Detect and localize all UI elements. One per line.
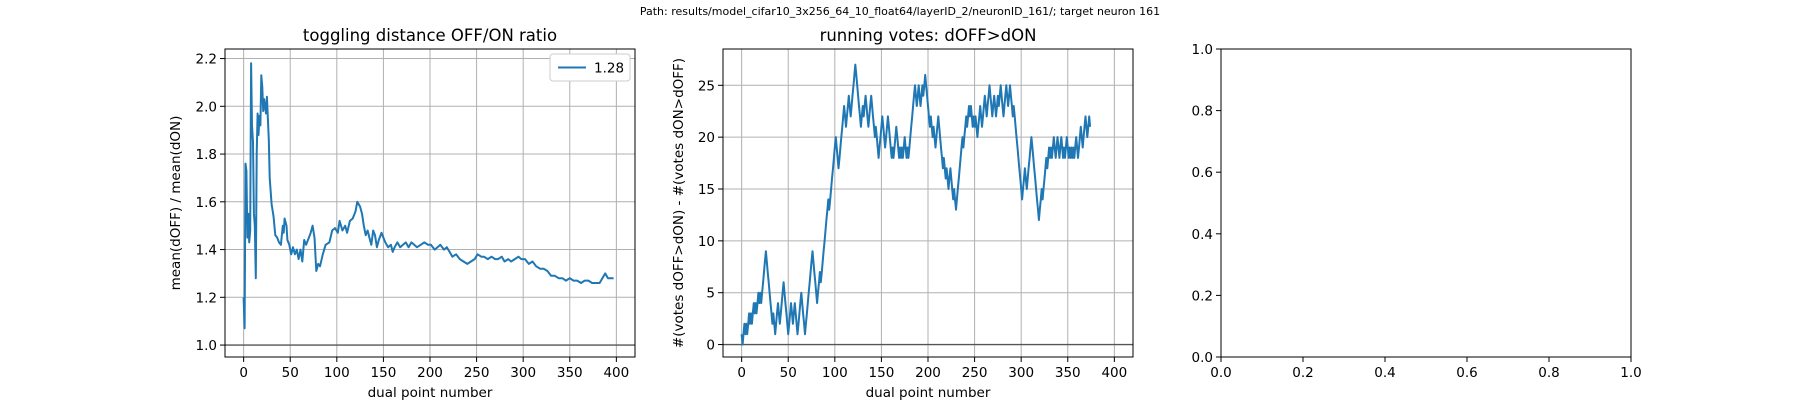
x-tick-label: 0 [737,365,746,381]
x-tick-label: 0.4 [1374,365,1395,381]
legend-label: 1.28 [594,61,624,77]
x-tick-label: 1.0 [1620,365,1641,381]
y-tick-label: 1.0 [1192,42,1213,58]
y-tick-label: 1.8 [196,147,217,163]
y-tick-label: 10 [698,234,715,250]
x-tick-label: 300 [510,365,536,381]
y-axis-label: #(votes dOFF>dON) - #(votes dON>dOFF) [671,58,687,348]
x-tick-label: 0.2 [1292,365,1313,381]
figure-suptitle: Path: results/model_cifar10_3x256_64_10_… [640,5,1160,18]
x-tick-label: 350 [557,365,583,381]
legend-box [549,53,631,82]
y-tick-label: 2.0 [196,99,217,115]
x-tick-label: 150 [371,365,397,381]
x-tick-label: 100 [324,365,350,381]
y-tick-label: 1.2 [196,290,217,306]
y-axis-label: mean(dOFF) / mean(dON) [168,116,184,291]
x-tick-label: 350 [1055,365,1081,381]
y-tick-label: 0.0 [1192,350,1213,366]
x-tick-label: 0.6 [1456,365,1477,381]
subplot-3: 0.0 0.2 0.4 0.6 0.8 1.0 0.0 0.2 0.4 0.6 0.8 1.0 [1192,42,1642,381]
y-tick-label: 15 [698,182,715,198]
subplot-title: running votes: dOFF>dON [820,26,1037,45]
x-tick-label: 50 [780,365,797,381]
y-tick-label: 1.6 [196,195,217,211]
legend: 1.28 [549,53,631,82]
x-tick-label: 0.0 [1210,365,1231,381]
y-tick-label: 0.8 [1192,104,1213,120]
y-tick-label: 0 [706,338,715,354]
x-tick-label: 200 [417,365,443,381]
x-tick-label: 400 [603,365,629,381]
x-tick-label: 400 [1101,365,1127,381]
subplot-2: 0 50 100 150 200 250 300 350 400 0 5 10 15 20 25 runnin… [671,26,1134,400]
x-axis-label: dual point number [368,385,493,400]
y-tick-label: 0.2 [1192,288,1213,304]
x-tick-label: 150 [869,365,895,381]
y-tick-label: 1.4 [196,243,217,259]
y-tick-label: 25 [698,78,715,94]
subplot-1: 0 50 100 150 200 250 300 350 400 1.0 1.2 1.4 1.6 1.8 2… [168,26,636,400]
y-tick-label: 20 [698,130,715,146]
series-line-1 [740,63,1092,346]
subplots: 0 50 100 150 200 250 300 350 4001.01.21.41.61.82… [168,26,1642,400]
y-tick-label: 0.4 [1192,227,1213,243]
axes-frame [1220,48,1632,358]
subplot-title: toggling distance OFF/ON ratio [303,26,557,45]
x-tick-label: 250 [962,365,988,381]
y-tick-label: 5 [706,286,715,302]
y-tick-label: 1.0 [196,338,217,354]
x-tick-label: 0.8 [1538,365,1559,381]
x-tick-label: 300 [1008,365,1034,381]
x-axis-label: dual point number [866,385,991,400]
x-tick-label: 50 [282,365,299,381]
y-tick-label: 0.6 [1192,165,1213,181]
series-line-1 [242,62,614,330]
x-tick-label: 250 [464,365,490,381]
x-tick-label: 200 [915,365,941,381]
y-tick-label: 2.2 [196,52,217,68]
x-tick-label: 0 [239,365,248,381]
x-tick-label: 100 [822,365,848,381]
